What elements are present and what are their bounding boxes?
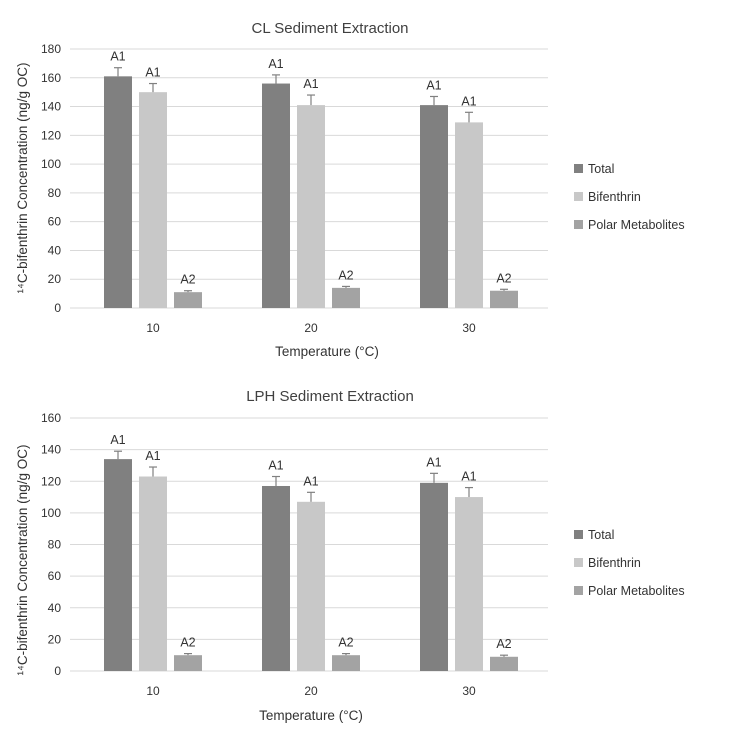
significance-label: A2 (180, 636, 195, 650)
y-tick-label: 20 (48, 632, 62, 646)
x-tick-label: 30 (462, 684, 476, 698)
y-tick-labels: 0 20 40 60 80 100 120 140 160 (41, 411, 61, 678)
y-tick-label: 20 (48, 272, 62, 286)
bar (332, 655, 360, 671)
legend-label: Polar Metabolites (588, 584, 685, 598)
y-tick-label: 80 (48, 186, 62, 200)
bar (174, 292, 202, 308)
legend-label: Bifenthrin (588, 190, 641, 204)
y-tick-label: 140 (41, 443, 61, 457)
x-tick-label: 10 (146, 684, 160, 698)
legend-swatch (574, 192, 583, 201)
x-tick-label: 30 (462, 321, 476, 335)
y-tick-label: 140 (41, 100, 61, 114)
x-tick-labels: 10 20 30 (146, 684, 476, 698)
significance-label: A2 (496, 271, 511, 285)
bar (139, 92, 167, 309)
significance-label: A1 (145, 449, 160, 463)
chart-title: LPH Sediment Extraction (246, 388, 414, 405)
y-tick-label: 40 (48, 243, 62, 257)
y-tick-label: 160 (41, 411, 61, 425)
legend-swatch (574, 530, 583, 539)
x-tick-label: 10 (146, 321, 160, 335)
chart-title: CL Sediment Extraction (251, 20, 408, 37)
x-axis-title: Temperature (°C) (275, 344, 379, 359)
bar (490, 290, 518, 308)
y-tick-label: 100 (41, 157, 61, 171)
bar (455, 122, 483, 308)
y-tick-label: 180 (41, 42, 61, 56)
bar (332, 287, 360, 308)
bar (490, 656, 518, 671)
y-tick-label: 60 (48, 215, 62, 229)
legend: Total Bifenthrin Polar Metabolites (574, 162, 685, 232)
significance-label: A2 (338, 268, 353, 282)
bar (420, 482, 448, 671)
significance-label: A1 (303, 474, 318, 488)
legend-swatch (574, 586, 583, 595)
x-tick-label: 20 (304, 321, 318, 335)
legend-label: Total (588, 528, 614, 542)
y-tick-label: 60 (48, 569, 62, 583)
chart-cl-sediment: CL Sediment Extraction Temperature (°C) … (15, 20, 685, 359)
bar (104, 76, 132, 308)
bar (420, 105, 448, 308)
y-tick-label: 120 (41, 128, 61, 142)
y-tick-label: 120 (41, 474, 61, 488)
bar (297, 501, 325, 671)
significance-label: A1 (145, 66, 160, 80)
x-tick-label: 20 (304, 684, 318, 698)
y-tick-label: 100 (41, 506, 61, 520)
legend-swatch (574, 558, 583, 567)
significance-label: A1 (461, 470, 476, 484)
y-tick-label: 0 (54, 664, 61, 678)
significance-label: A1 (426, 455, 441, 469)
x-axis-title: Temperature (°C) (259, 708, 363, 723)
legend-label: Polar Metabolites (588, 218, 685, 232)
y-tick-label: 80 (48, 538, 62, 552)
significance-label: A1 (426, 78, 441, 92)
bar (455, 497, 483, 671)
bar (104, 459, 132, 671)
legend-label: Bifenthrin (588, 556, 641, 570)
significance-label: A2 (496, 637, 511, 651)
significance-label: A1 (110, 433, 125, 447)
significance-label: A1 (303, 77, 318, 91)
significance-label: A2 (180, 273, 195, 287)
bars: A1 A1 A2 A1 A1 A2 A1 A1 A2 (104, 433, 518, 671)
significance-label: A2 (338, 636, 353, 650)
bars: A1 A1 A2 A1 A1 A2 A1 A1 A2 (104, 50, 518, 309)
y-axis-title: ¹⁴C-bifenthrin Concentration (ng/g OC) (15, 445, 30, 676)
bar (262, 485, 290, 671)
y-tick-label: 40 (48, 601, 62, 615)
bar (174, 655, 202, 671)
legend-swatch (574, 164, 583, 173)
significance-label: A1 (110, 50, 125, 64)
y-tick-labels: 0 20 40 60 80 100 120 140 160 180 (41, 42, 61, 315)
bar (297, 105, 325, 308)
y-tick-label: 0 (54, 301, 61, 315)
significance-label: A1 (268, 459, 283, 473)
y-axis-title: ¹⁴C-bifenthrin Concentration (ng/g OC) (15, 63, 30, 294)
legend: Total Bifenthrin Polar Metabolites (574, 528, 685, 598)
bar (262, 83, 290, 309)
significance-label: A1 (268, 57, 283, 71)
bar (139, 476, 167, 671)
legend-label: Total (588, 162, 614, 176)
chart-lph-sediment: LPH Sediment Extraction Temperature (°C)… (15, 388, 685, 723)
legend-swatch (574, 220, 583, 229)
significance-label: A1 (461, 94, 476, 108)
y-tick-label: 160 (41, 71, 61, 85)
x-tick-labels: 10 20 30 (146, 321, 476, 335)
